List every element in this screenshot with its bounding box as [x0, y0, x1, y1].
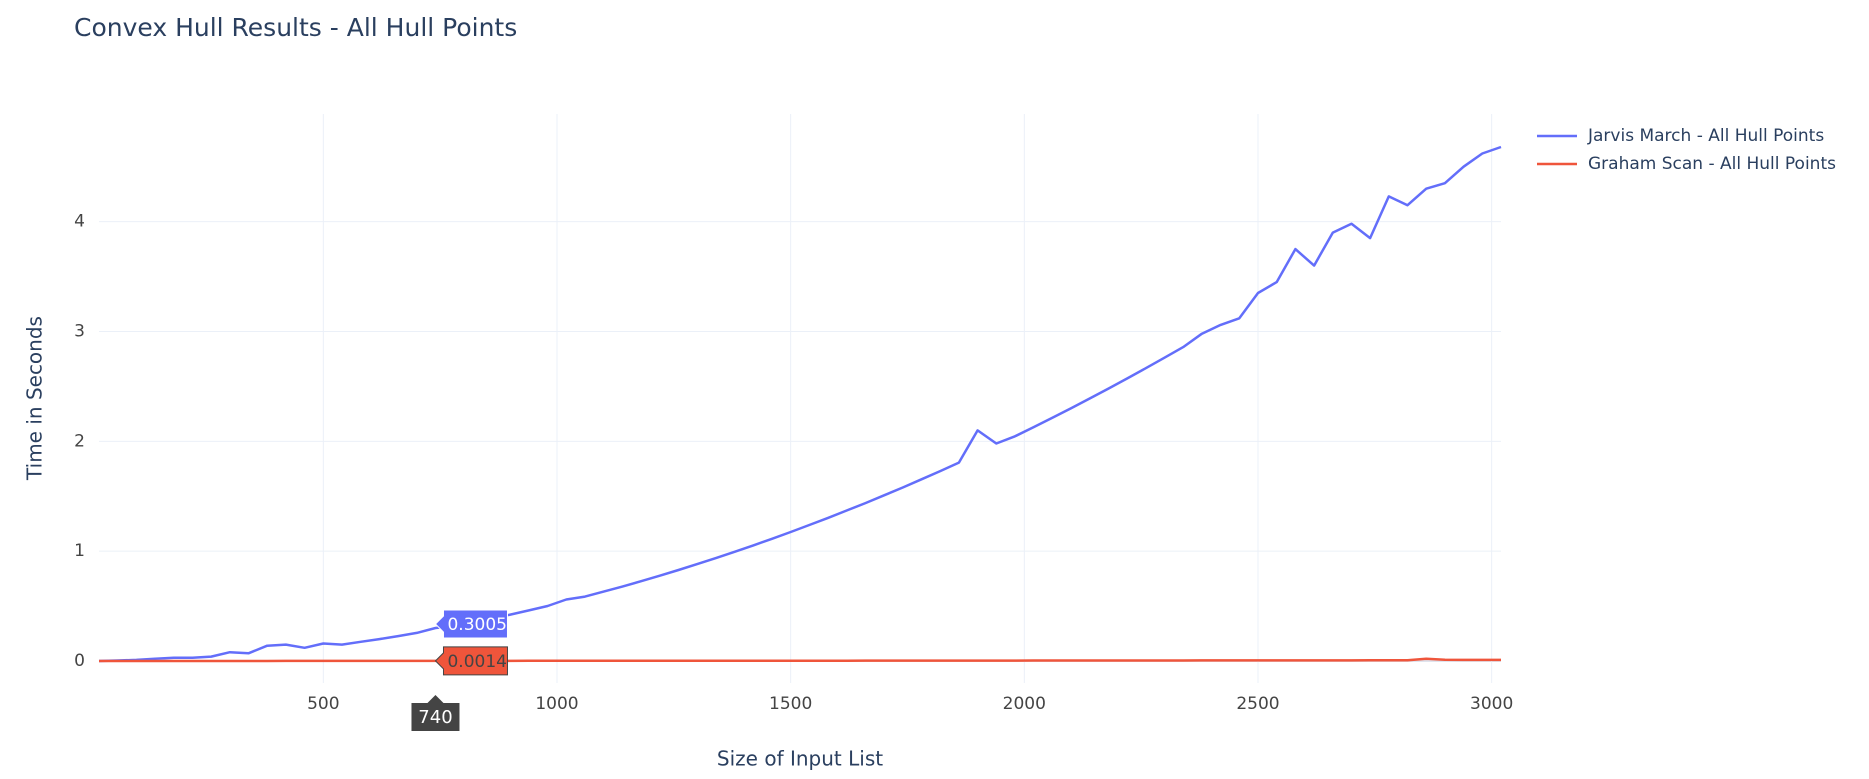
y-axis-title: Time in Seconds	[23, 316, 47, 481]
x-tick-label: 3000	[1470, 694, 1513, 714]
x-tick-label: 1000	[535, 694, 578, 714]
hover-box	[434, 609, 508, 639]
hover-x-label: 740	[418, 707, 452, 728]
legend-label: Graham Scan - All Hull Points	[1588, 154, 1836, 174]
legend-label: Jarvis March - All Hull Points	[1587, 126, 1824, 146]
line-series	[99, 657, 1501, 663]
hover-label: 0.0014	[447, 652, 506, 672]
x-tick-label: 2500	[1236, 694, 1279, 714]
y-tick-label: 3	[74, 321, 85, 341]
y-tick-label: 1	[74, 541, 85, 561]
hover-x-box	[411, 695, 460, 731]
chart-title: Convex Hull Results - All Hull Points	[74, 13, 517, 42]
hover-box	[434, 646, 508, 676]
x-tick-label: 2000	[1003, 694, 1046, 714]
hover-label: 0.3005	[447, 615, 506, 635]
y-tick-label: 2	[74, 431, 85, 451]
x-tick-label: 500	[307, 694, 339, 714]
x-tick-label: 1500	[769, 694, 812, 714]
y-tick-label: 4	[74, 212, 85, 232]
line-series	[98, 145, 1502, 663]
x-axis-title: Size of Input List	[717, 747, 883, 771]
y-tick-label: 0	[74, 651, 85, 671]
